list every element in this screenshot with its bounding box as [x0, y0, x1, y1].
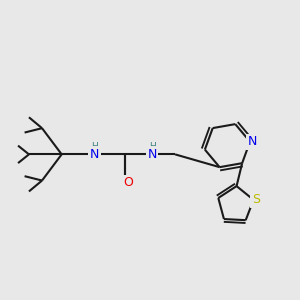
Text: S: S — [252, 193, 260, 206]
Text: N: N — [248, 135, 257, 148]
Text: N: N — [90, 148, 99, 161]
Text: O: O — [123, 176, 133, 189]
Text: N: N — [148, 148, 157, 161]
Text: H: H — [149, 142, 156, 151]
Text: H: H — [91, 142, 98, 151]
